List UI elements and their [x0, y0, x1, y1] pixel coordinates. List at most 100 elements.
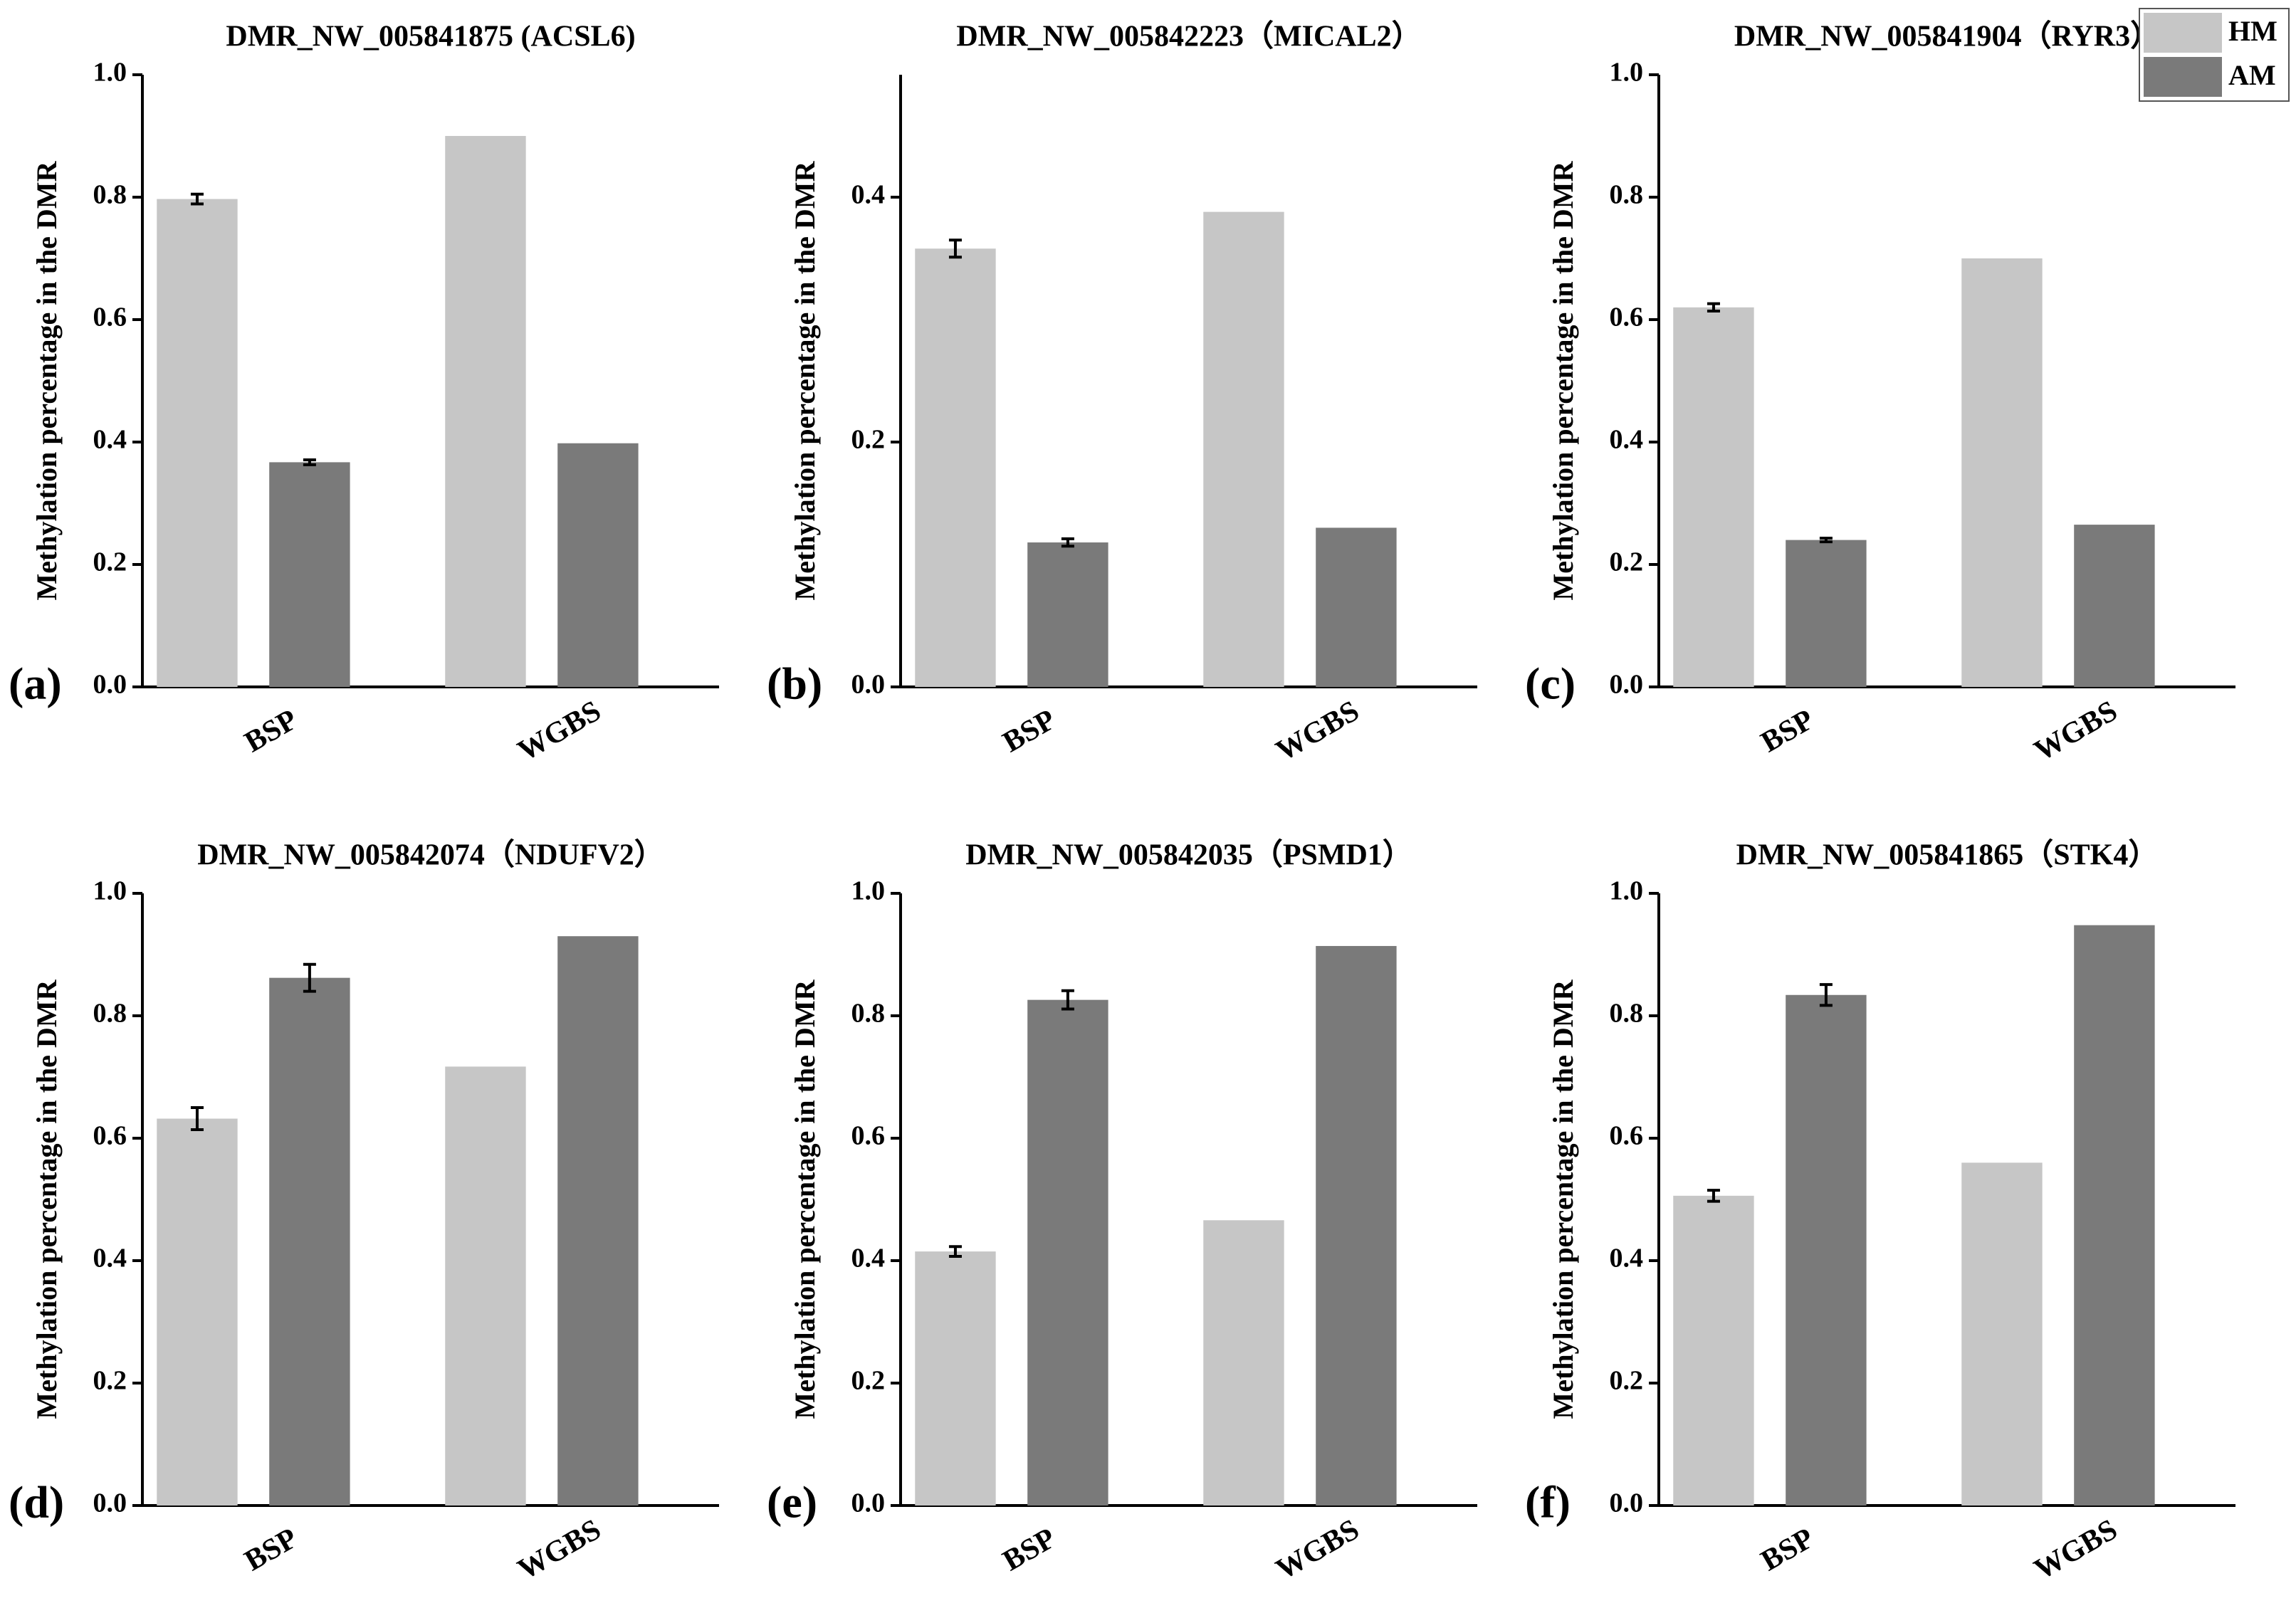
error-bar [1707, 1189, 1720, 1203]
y-tick-label: 0.2 [851, 425, 886, 455]
y-tick-label: 0.4 [1610, 1244, 1644, 1273]
bar [269, 977, 350, 1506]
chart-panel: DMR_NW_005842223（MICAL2） Methylation perc… [767, 20, 1477, 768]
bar [1027, 999, 1108, 1506]
panel-label: (d) [9, 1477, 64, 1528]
bar [1673, 307, 1754, 687]
x-tick-label: BSP [997, 1522, 1061, 1577]
error-bar [303, 962, 316, 993]
y-tick-label: 0.2 [93, 1366, 127, 1396]
bar [915, 1251, 996, 1506]
x-tick-label: WGBS [2029, 1513, 2123, 1587]
y-axis-label: Methylation percentage in the DMR [31, 160, 63, 600]
chart-title: DMR_NW_005841875 (ACSL6) [226, 21, 635, 53]
bar [1203, 1220, 1284, 1506]
y-tick-label: 0.6 [1610, 303, 1644, 332]
y-tick-label: 0.0 [851, 1488, 886, 1518]
y-tick-label: 1.0 [851, 876, 886, 906]
chart-panel: DMR_NW_005841865（STK4） Methylation percen… [1525, 839, 2235, 1587]
chart-title: DMR_NW_005841904（RYR3） [1734, 20, 2160, 53]
panel-label: (b) [767, 658, 822, 709]
bar [269, 462, 350, 687]
y-tick-label: 0.8 [851, 999, 886, 1029]
bar [157, 1118, 238, 1506]
chart-title: DMR_NW_005841865（STK4） [1736, 839, 2159, 872]
error-bar [948, 238, 962, 259]
chart-title: DMR_NW_005842074（NDUFV2） [197, 839, 664, 872]
x-tick-label: BSP [1756, 703, 1820, 759]
x-tick-label: BSP [1756, 1522, 1820, 1577]
y-tick-label: 0.0 [93, 1488, 127, 1518]
y-tick-label: 0.8 [93, 999, 127, 1029]
bar [1786, 540, 1867, 687]
chart-panel: DMR_NW_005842074（NDUFV2） Methylation perc… [9, 839, 719, 1587]
error-bar [948, 1245, 962, 1258]
y-axis-label: Methylation percentage in the DMR [789, 979, 821, 1419]
y-tick-label: 0.4 [851, 1244, 886, 1273]
y-tick-label: 0.8 [1610, 999, 1644, 1029]
y-tick-label: 0.8 [93, 180, 127, 210]
y-axis-label: Methylation percentage in the DMR [1547, 979, 1579, 1419]
panel-label: (c) [1525, 658, 1576, 709]
chart-panel: DMR_NW_005841875 (ACSL6) Methylation perc… [9, 21, 719, 768]
error-bar [190, 1106, 204, 1131]
error-bar [303, 458, 316, 466]
y-tick-label: 0.6 [93, 1121, 127, 1151]
y-tick-label: 1.0 [1610, 876, 1644, 906]
panel-label: (f) [1525, 1477, 1571, 1528]
legend: HM AM [2139, 8, 2290, 102]
y-tick-label: 0.4 [93, 425, 127, 455]
y-tick-label: 0.2 [851, 1366, 886, 1396]
y-tick-label: 0.0 [1610, 670, 1644, 700]
bar [1673, 1195, 1754, 1506]
legend-swatch [2144, 13, 2222, 53]
y-tick-label: 0.4 [851, 180, 886, 210]
x-tick-label: BSP [239, 1522, 303, 1577]
x-tick-label: WGBS [1271, 695, 1365, 768]
chart-title: DMR_NW_005842223（MICAL2） [956, 20, 1421, 53]
bar [1786, 994, 1867, 1506]
y-tick-label: 0.8 [1610, 180, 1644, 210]
legend-swatch [2144, 57, 2222, 97]
bar [1961, 258, 2043, 687]
bar [1961, 1162, 2043, 1506]
y-axis-label: Methylation percentage in the DMR [1547, 160, 1579, 600]
y-tick-label: 0.2 [1610, 547, 1644, 577]
chart-panel: DMR_NW_005842035（PSMD1） Methylation perce… [767, 839, 1477, 1587]
legend-label: AM [2228, 59, 2276, 91]
y-tick-label: 0.4 [1610, 425, 1644, 455]
y-tick-label: 0.6 [851, 1121, 886, 1151]
y-tick-label: 0.0 [93, 670, 127, 700]
bar [445, 136, 526, 687]
y-axis-label: Methylation percentage in the DMR [31, 979, 63, 1419]
y-tick-label: 0.4 [93, 1244, 127, 1273]
chart-title: DMR_NW_005842035（PSMD1） [965, 839, 1412, 872]
bar [157, 199, 238, 688]
chart-panel: DMR_NW_005841904（RYR3） Methylation percen… [1525, 20, 2235, 768]
y-tick-label: 0.2 [1610, 1366, 1644, 1396]
panel-label: (e) [767, 1477, 817, 1528]
y-tick-label: 0.6 [1610, 1121, 1644, 1151]
bar [557, 936, 639, 1506]
bar [2074, 925, 2155, 1506]
legend-label: HM [2228, 15, 2277, 47]
bar [915, 248, 996, 687]
x-tick-label: WGBS [2029, 695, 2123, 768]
x-tick-label: BSP [239, 703, 303, 759]
x-tick-label: WGBS [1271, 1513, 1365, 1587]
y-tick-label: 0.0 [1610, 1488, 1644, 1518]
y-tick-label: 1.0 [93, 876, 127, 906]
error-bar [1819, 983, 1833, 1007]
error-bar [1819, 537, 1833, 544]
bar [557, 443, 639, 687]
error-bar [1061, 989, 1074, 1011]
bar [2074, 525, 2155, 687]
bar [1027, 542, 1108, 687]
y-tick-label: 1.0 [93, 58, 127, 88]
bar [1316, 527, 1397, 687]
y-axis-label: Methylation percentage in the DMR [789, 160, 821, 600]
x-tick-label: WGBS [513, 1513, 607, 1587]
bar [1316, 945, 1397, 1506]
x-tick-label: BSP [997, 703, 1061, 759]
y-tick-label: 0.6 [93, 303, 127, 332]
